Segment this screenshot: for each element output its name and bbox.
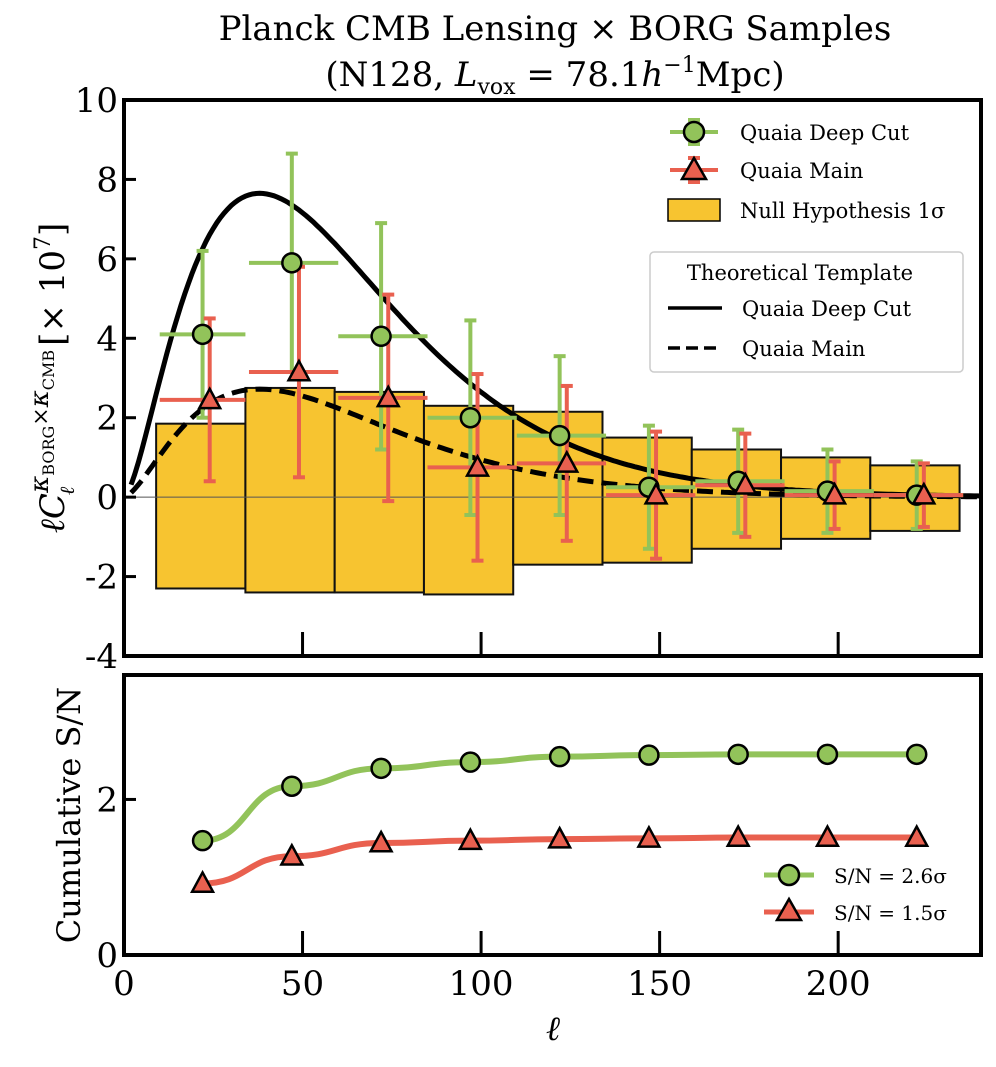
top-plot-frame xyxy=(122,98,983,658)
point-main-7 xyxy=(822,481,848,505)
legend-marker-main xyxy=(679,155,709,181)
sn-point-main-5 xyxy=(636,824,662,848)
bot-ytick-label-1: 2 xyxy=(96,780,118,820)
sn-point-main-3 xyxy=(457,827,483,851)
template-legend-deep-cut: Quaia Deep Cut xyxy=(742,297,912,321)
cumulative-points xyxy=(190,743,930,893)
sn-point-deep-6 xyxy=(727,743,749,766)
null-bin-0 xyxy=(155,422,247,590)
legend-marker-deep-cut xyxy=(682,120,706,144)
point-main-1 xyxy=(286,358,312,382)
bottom-y-ticks: 02 xyxy=(96,780,136,976)
sn-point-main-4 xyxy=(547,825,573,849)
legend-marker-sn-main xyxy=(774,896,804,922)
sn-point-deep-7 xyxy=(816,743,839,766)
bottom-panel: 02 0 50 100 150 200 Cumulative S/N ℓ S/N = 2… xyxy=(50,673,983,1049)
point-main-3 xyxy=(464,453,491,477)
point-main-4 xyxy=(554,449,580,473)
legend-marker-null xyxy=(667,198,721,222)
sn-point-deep-8 xyxy=(905,743,928,766)
point-deep-cut-1 xyxy=(281,252,303,274)
chart-title: Planck CMB Lensing × BORG Samples xyxy=(219,9,892,49)
template-legend-main: Quaia Main xyxy=(742,337,865,361)
top-ytick-label-5: 6 xyxy=(96,240,118,280)
point-deep-cut-4 xyxy=(548,424,571,447)
bot-xtick-label-0: 0 xyxy=(113,964,135,1004)
sn-point-main-2 xyxy=(368,829,394,853)
sn-point-main-6 xyxy=(725,823,751,848)
point-deep-cut-0 xyxy=(191,323,214,346)
chart-subtitle: (N128, Lvox = 78.1h−1Mpc) xyxy=(325,53,784,100)
legend-label-sn-main: S/N = 1.5σ xyxy=(834,901,947,925)
bottom-ylabel: Cumulative S/N xyxy=(50,687,88,943)
sn-point-main-1 xyxy=(279,842,305,866)
top-ytick-label-7: 10 xyxy=(75,81,118,121)
bottom-x-ticks: 0 50 100 150 200 xyxy=(113,931,871,1004)
template-legend-title: Theoretical Template xyxy=(687,261,913,285)
legend-label-deep-cut: Quaia Deep Cut xyxy=(740,121,910,145)
sn-point-deep-4 xyxy=(548,745,571,768)
cumulative-lines xyxy=(202,751,917,887)
top-ylabel: ℓCℓκBORG×κCMB[× 107] xyxy=(25,223,79,534)
point-main-2 xyxy=(375,384,401,408)
sn-point-deep-3 xyxy=(459,751,482,773)
template-legend: Theoretical Template Quaia Deep Cut Quai… xyxy=(649,251,964,373)
point-deep-cut-2 xyxy=(370,325,392,348)
top-panel: -4 -2 0 2 4 6 8 10 ℓCℓκBORG×κCMB[× 107] Quaia D… xyxy=(25,81,983,677)
sn-point-deep-2 xyxy=(370,757,392,780)
bot-xtick-label-3: 150 xyxy=(627,964,692,1004)
sn-point-main-0 xyxy=(190,869,216,893)
point-main-8 xyxy=(911,481,937,505)
bottom-plot-frame xyxy=(122,673,983,957)
top-ytick-label-6: 8 xyxy=(96,160,118,200)
sn-point-main-7 xyxy=(814,823,841,848)
sn-point-deep-1 xyxy=(281,775,303,797)
svg-text:ℓCℓκBORG×κCMB[× 107]: ℓCℓκBORG×κCMB[× 107] xyxy=(25,223,79,534)
legend-label-main: Quaia Main xyxy=(740,159,863,183)
top-ytick-label-0: -4 xyxy=(85,637,118,677)
sn-point-deep-0 xyxy=(191,829,214,852)
bot-xtick-label-2: 100 xyxy=(449,964,514,1004)
bot-xtick-label-1: 50 xyxy=(281,964,324,1004)
data-points xyxy=(191,252,937,506)
bottom-legend: S/N = 2.6σ S/N = 1.5σ xyxy=(764,863,947,925)
top-ytick-label-3: 2 xyxy=(96,399,118,439)
point-main-0 xyxy=(197,386,223,410)
template-curve-1 xyxy=(129,386,981,500)
legend-label-null: Null Hypothesis 1σ xyxy=(740,199,945,223)
top-x-ticks xyxy=(301,632,840,656)
bot-xtick-label-4: 200 xyxy=(806,964,871,1004)
point-main-5 xyxy=(643,481,669,505)
x-axis-label: ℓ xyxy=(546,1009,560,1049)
point-main-6 xyxy=(732,471,758,495)
top-legend: Quaia Deep Cut Quaia Main Null Hypothesi… xyxy=(667,118,945,223)
sn-point-main-8 xyxy=(904,823,930,848)
legend-label-sn-deep: S/N = 2.6σ xyxy=(834,864,947,888)
point-deep-cut-3 xyxy=(459,406,482,429)
bot-ytick-label-0: 0 xyxy=(96,936,118,976)
top-ytick-label-4: 4 xyxy=(96,319,118,359)
top-ytick-label-2: 0 xyxy=(96,478,118,518)
legend-marker-sn-deep xyxy=(777,863,801,887)
sn-point-deep-5 xyxy=(638,744,660,766)
null-bin-1 xyxy=(244,386,336,594)
top-ytick-label-1: -2 xyxy=(85,558,118,598)
top-y-ticks: -4 -2 0 2 4 6 8 10 xyxy=(75,81,136,677)
